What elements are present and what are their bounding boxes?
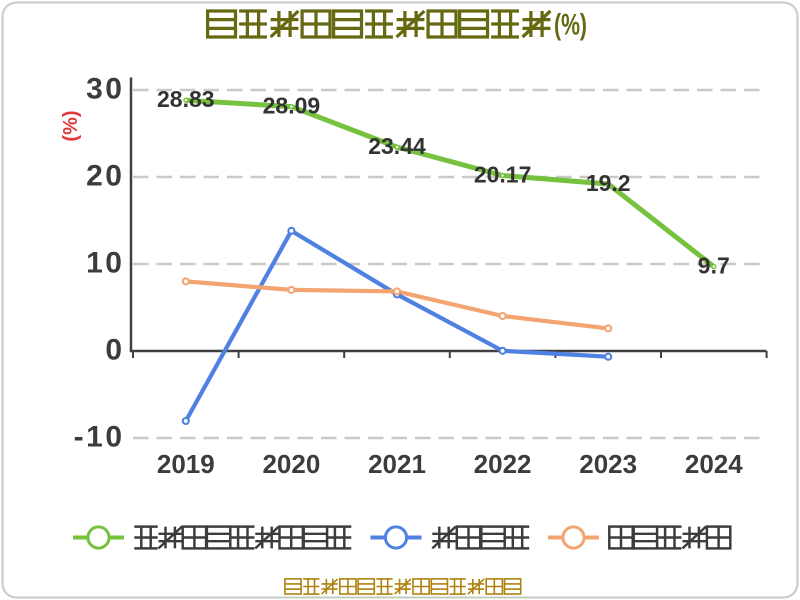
- svg-text:23.44: 23.44: [368, 133, 426, 159]
- svg-text:2020: 2020: [262, 449, 320, 479]
- svg-text:28.83: 28.83: [157, 86, 215, 112]
- svg-text:20.17: 20.17: [474, 162, 532, 188]
- svg-text:30: 30: [86, 73, 124, 106]
- svg-text:19.2: 19.2: [586, 170, 631, 196]
- svg-text:20: 20: [86, 160, 124, 193]
- svg-text:0: 0: [105, 334, 124, 367]
- svg-text:(%): (%): [60, 110, 82, 141]
- svg-text:2023: 2023: [579, 449, 637, 479]
- svg-text:2021: 2021: [368, 449, 426, 479]
- svg-text:2019: 2019: [157, 449, 215, 479]
- svg-text:28.09: 28.09: [263, 93, 321, 119]
- svg-text:(%): (%): [554, 9, 587, 42]
- svg-text:9.7: 9.7: [698, 253, 730, 279]
- svg-text:-10: -10: [74, 421, 125, 454]
- svg-text:2024: 2024: [685, 449, 743, 479]
- svg-text:2022: 2022: [474, 449, 532, 479]
- svg-text:10: 10: [86, 247, 124, 280]
